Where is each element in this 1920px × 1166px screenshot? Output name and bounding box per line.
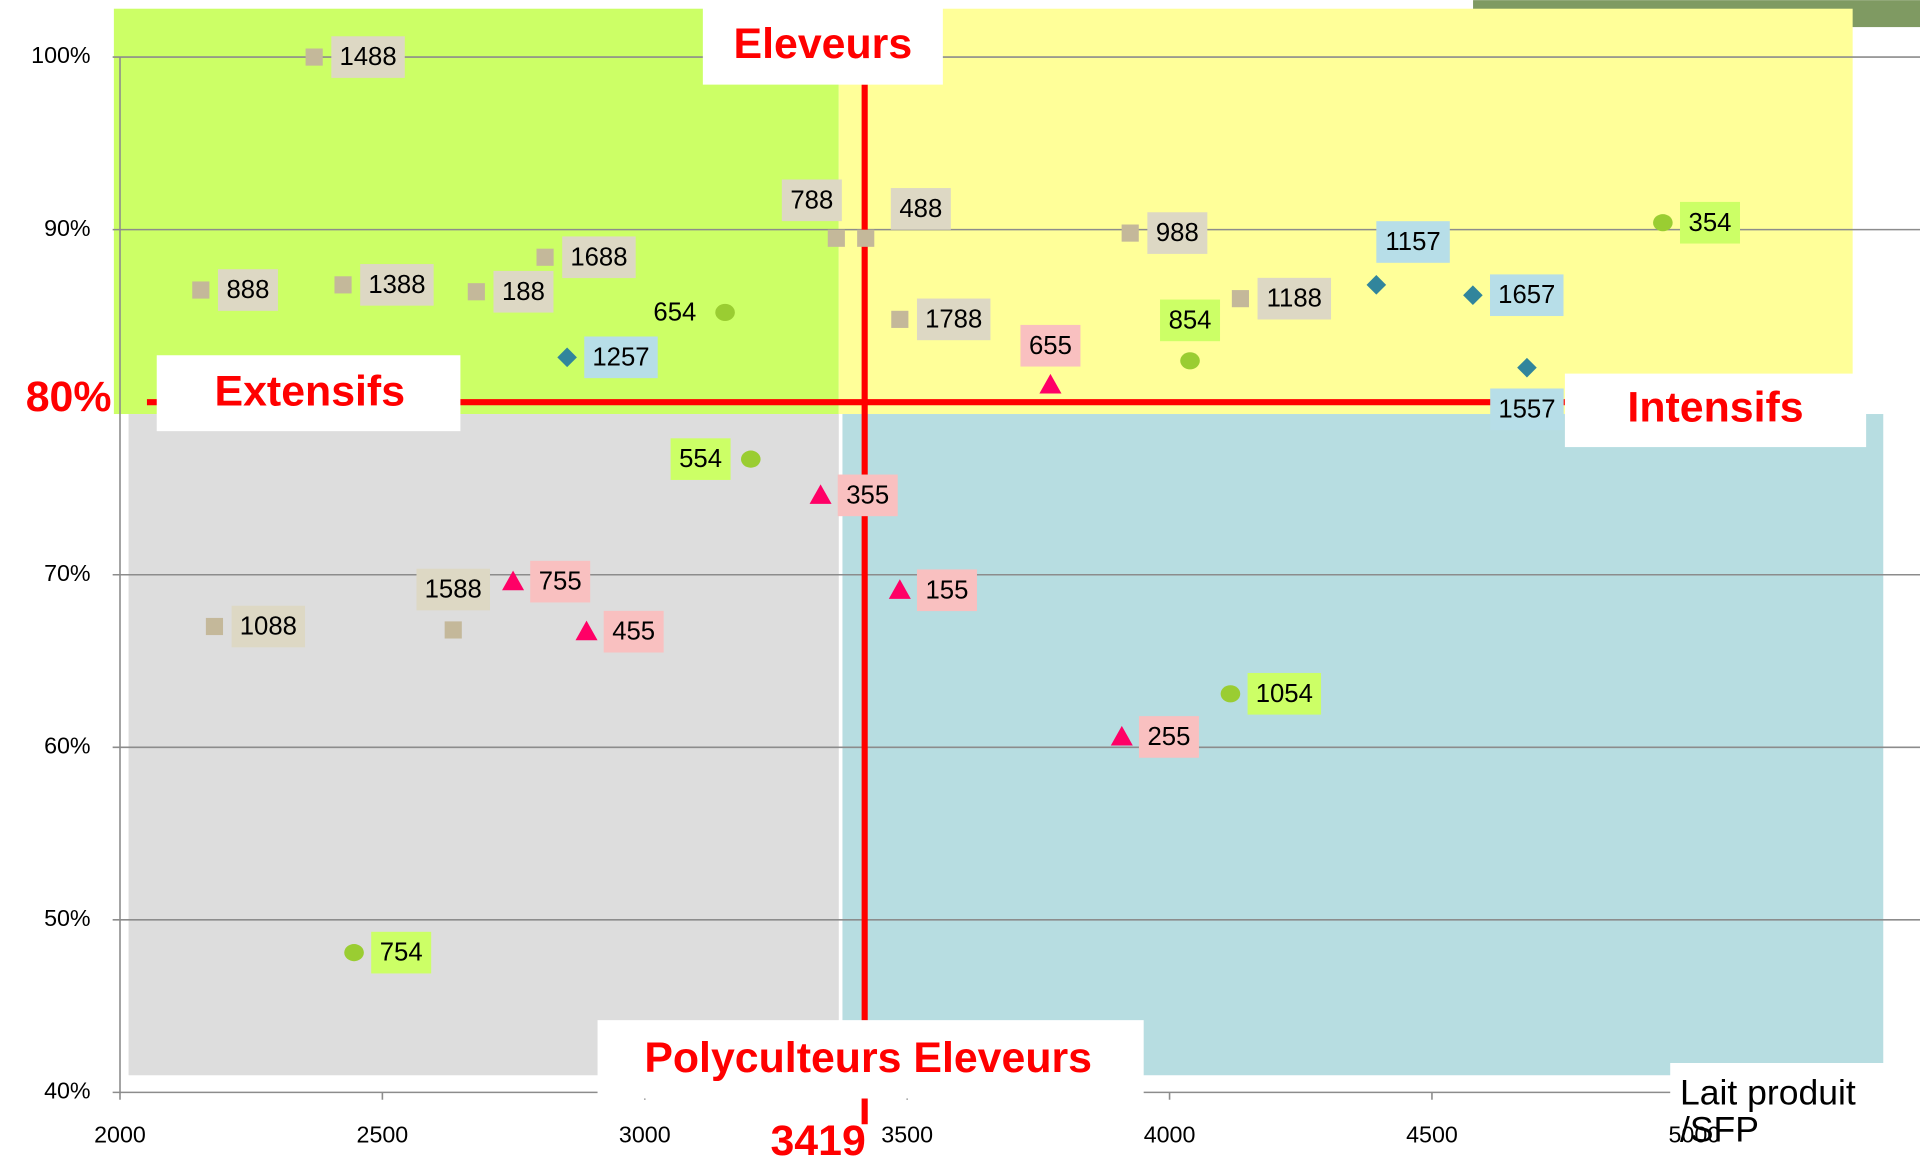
point-label: 1688: [570, 243, 627, 271]
x-tick-label: 4000: [1144, 1122, 1196, 1148]
y-tick-label: 90%: [44, 215, 91, 241]
threshold-label: 80%: [26, 373, 112, 421]
point-label: 655: [1029, 332, 1072, 360]
point-label: 554: [679, 445, 722, 473]
point-label: 888: [227, 276, 270, 304]
point-label: 755: [539, 568, 582, 596]
point-label: 1388: [368, 271, 425, 299]
point-label: 1157: [1385, 228, 1440, 256]
marker: [741, 451, 761, 468]
x-tick-label: 3500: [881, 1122, 933, 1148]
marker: [537, 249, 554, 266]
point-label: 988: [1156, 219, 1199, 247]
y-tick-label: 100%: [31, 42, 90, 68]
point-label: 355: [846, 481, 889, 509]
marker: [1122, 225, 1139, 242]
point-label: 1188: [1267, 285, 1322, 313]
quadrant-bg: [842, 414, 1883, 1075]
point-label: 188: [502, 278, 545, 306]
marker: [1232, 290, 1249, 307]
x-label-wrap: Lait produit /SFP: [1680, 1075, 1913, 1166]
x-tick-label: 3000: [619, 1122, 671, 1148]
annotation: Eleveurs: [734, 20, 913, 68]
point-label: 1657: [1498, 281, 1555, 309]
point-label: 754: [380, 939, 423, 967]
marker: [334, 276, 351, 293]
point-label: 1788: [925, 305, 982, 333]
marker: [1221, 685, 1241, 702]
point-label: 1054: [1256, 680, 1313, 708]
point-label: 654: [653, 298, 696, 326]
y-tick-label: 60%: [44, 732, 91, 758]
marker: [445, 621, 462, 638]
y-tick-label: 40%: [44, 1078, 91, 1104]
y-tick-label: 50%: [44, 905, 91, 931]
marker: [1180, 352, 1200, 369]
page: 1488 788 488 988 1688 888 1388 188 1188 1788 1088 1…: [0, 0, 1920, 1166]
marker: [192, 281, 209, 298]
marker: [857, 230, 874, 247]
quadrant-bg: [129, 414, 839, 1075]
threshold-label: 3419: [770, 1117, 865, 1165]
x-tick-label: 4500: [1406, 1122, 1458, 1148]
marker: [468, 283, 485, 300]
annotation: Polyculteurs Eleveurs: [644, 1034, 1092, 1082]
point-label: 788: [790, 186, 833, 214]
annotation: Extensifs: [215, 368, 406, 416]
marker: [828, 230, 845, 247]
x-tick-label: 2000: [94, 1122, 146, 1148]
chart: 1488 788 488 988 1688 888 1388 188 1188 1788 1088 1…: [0, 0, 1920, 1166]
marker: [306, 49, 323, 66]
point-label: 155: [926, 576, 969, 604]
point-label: 488: [899, 195, 942, 223]
y-tick-label: 70%: [44, 560, 91, 586]
point-label: 1588: [425, 576, 482, 604]
point-label: 255: [1148, 723, 1191, 751]
marker: [891, 311, 908, 328]
marker: [206, 618, 223, 635]
point-label: 455: [612, 618, 655, 646]
point-label: 1557: [1498, 395, 1555, 423]
point-label: 354: [1689, 209, 1732, 237]
x-tick-label: 2500: [357, 1122, 409, 1148]
point-label: 1257: [592, 343, 649, 371]
point-label: 854: [1169, 306, 1212, 334]
marker: [715, 304, 735, 321]
marker: [344, 944, 364, 961]
annotation: Intensifs: [1627, 384, 1803, 432]
point-label: 1488: [339, 43, 396, 71]
x-tick-label: 5000: [1668, 1122, 1720, 1148]
marker: [1653, 214, 1673, 231]
point-label: 1088: [240, 613, 297, 641]
